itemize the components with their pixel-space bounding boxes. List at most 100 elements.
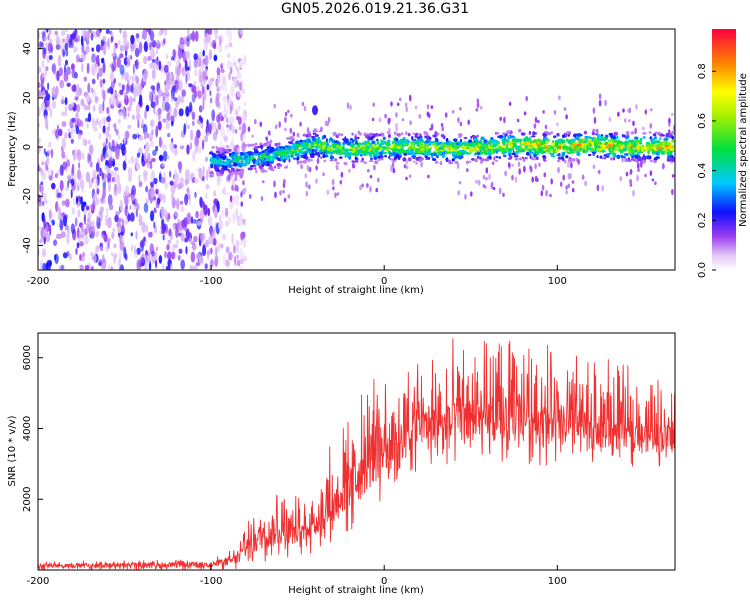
spectrogram-cell bbox=[653, 157, 658, 161]
spectrogram-cell bbox=[624, 143, 627, 147]
spectrogram-cell bbox=[155, 188, 159, 195]
spectrogram-cell bbox=[477, 151, 481, 156]
spectrogram-cell bbox=[220, 68, 225, 74]
spectrogram-cell bbox=[116, 92, 121, 98]
spectrogram-cell bbox=[106, 206, 109, 219]
spectrogram-cell bbox=[234, 152, 238, 157]
spectrogram-cell bbox=[60, 189, 64, 199]
spectrogram-cell bbox=[47, 82, 50, 91]
spectrogram-cell bbox=[640, 160, 643, 168]
spectrogram-cell bbox=[436, 154, 439, 159]
spectrogram-cell bbox=[220, 169, 225, 175]
spectrogram-cell bbox=[283, 151, 288, 155]
spectrogram-cell bbox=[316, 157, 320, 165]
spectrogram-cell bbox=[555, 150, 559, 153]
spectrogram-cell bbox=[392, 147, 397, 152]
spectrogram-cell bbox=[343, 151, 346, 154]
spectrogram-cell bbox=[55, 85, 59, 97]
spectrogram-cell bbox=[627, 108, 630, 113]
spectrogram-cell bbox=[595, 140, 600, 144]
spectrogram-cell bbox=[442, 135, 446, 138]
spectrogram-cell bbox=[525, 95, 528, 102]
spectrogram-cell bbox=[39, 182, 42, 193]
spectrogram-cell bbox=[502, 192, 505, 197]
spectrogram-cell bbox=[263, 157, 266, 161]
spectrogram-cell bbox=[56, 70, 60, 82]
spectrogram-cell bbox=[369, 185, 372, 193]
bottom-x-tick-label: -200 bbox=[27, 576, 50, 587]
bottom-x-tick-label: 0 bbox=[381, 576, 387, 587]
spectrogram-cell bbox=[235, 243, 240, 254]
spectrogram-cell bbox=[636, 174, 639, 182]
spectrogram-cell bbox=[583, 130, 588, 135]
spectrogram-cell bbox=[259, 121, 263, 127]
spectrogram-cell bbox=[214, 206, 218, 219]
spectrogram-cell bbox=[135, 230, 138, 240]
spectrogram-cell bbox=[531, 156, 534, 161]
spectrogram-cell bbox=[451, 110, 455, 114]
spectrogram-cell bbox=[610, 149, 614, 154]
spectrogram-cell bbox=[531, 135, 536, 138]
spectrogram-cell bbox=[538, 147, 543, 152]
spectrogram-cell bbox=[95, 179, 99, 190]
spectrogram-cell bbox=[459, 107, 462, 111]
spectrogram-cell bbox=[192, 150, 196, 162]
spectrogram-cell bbox=[178, 63, 182, 69]
spectrogram-cell bbox=[339, 180, 343, 185]
spectrogram-cell bbox=[88, 144, 94, 155]
spectrogram-cell bbox=[132, 204, 138, 211]
spectrogram-cell bbox=[117, 258, 121, 268]
spectrogram-cell bbox=[418, 135, 423, 139]
spectrogram-cell bbox=[494, 159, 499, 162]
spectrogram-cell bbox=[611, 135, 617, 140]
spectrogram-cell bbox=[100, 153, 104, 163]
spectrogram-cell bbox=[361, 183, 364, 188]
spectrogram-cell bbox=[322, 172, 325, 177]
spectrogram-cell bbox=[510, 141, 514, 146]
spectrogram-cell bbox=[278, 121, 282, 128]
spectrogram-cell bbox=[416, 136, 420, 140]
spectrogram-cell bbox=[77, 195, 81, 202]
spectrogram-cell bbox=[173, 107, 178, 118]
spectrogram-cell bbox=[251, 155, 254, 159]
spectrogram-cell bbox=[303, 144, 307, 148]
spectrogram-cell bbox=[77, 169, 82, 180]
spectrogram-cell bbox=[227, 215, 232, 225]
spectrogram-cell bbox=[146, 132, 150, 139]
spectrogram-cell bbox=[211, 153, 216, 157]
spectrogram-cell bbox=[144, 109, 147, 120]
spectrogram-cell bbox=[588, 147, 592, 150]
spectrogram-cell bbox=[69, 38, 74, 49]
spectrogram-cell bbox=[566, 130, 572, 134]
spectrogram-cell bbox=[75, 154, 78, 159]
spectrogram-cell bbox=[102, 78, 106, 84]
spectrogram-cell bbox=[359, 143, 363, 145]
spectrogram-cell bbox=[41, 72, 45, 79]
spectrogram-cell bbox=[169, 180, 174, 186]
spectrogram-cell bbox=[89, 179, 91, 188]
spectrogram-cell bbox=[402, 137, 406, 140]
spectrogram-cell bbox=[367, 145, 370, 150]
spectrogram-cell bbox=[184, 237, 189, 243]
spectrogram-cell bbox=[166, 244, 170, 251]
spectrogram-cell bbox=[224, 207, 229, 218]
spectrogram-cell bbox=[48, 29, 52, 35]
spectrogram-cell bbox=[234, 174, 238, 180]
spectrogram-cell bbox=[176, 66, 181, 76]
spectrogram-cell bbox=[504, 150, 508, 154]
spectrogram-cell bbox=[393, 131, 397, 135]
spectrogram-cell bbox=[234, 255, 237, 266]
spectrogram-cell bbox=[101, 258, 107, 270]
spectrogram-cell bbox=[49, 55, 53, 60]
spectrogram-cell bbox=[591, 131, 595, 136]
spectrogram-cell bbox=[214, 255, 219, 267]
spectrogram-cell bbox=[135, 208, 139, 218]
spectrogram-cell bbox=[274, 153, 279, 158]
spectrogram-cell bbox=[375, 187, 379, 193]
spectrogram-cell bbox=[648, 131, 652, 134]
spectrogram-cell bbox=[620, 155, 624, 158]
spectrogram-cell bbox=[42, 262, 47, 270]
spectrogram-cell bbox=[458, 181, 462, 185]
spectrogram-cell bbox=[191, 30, 195, 42]
spectrogram-cell bbox=[542, 110, 545, 114]
